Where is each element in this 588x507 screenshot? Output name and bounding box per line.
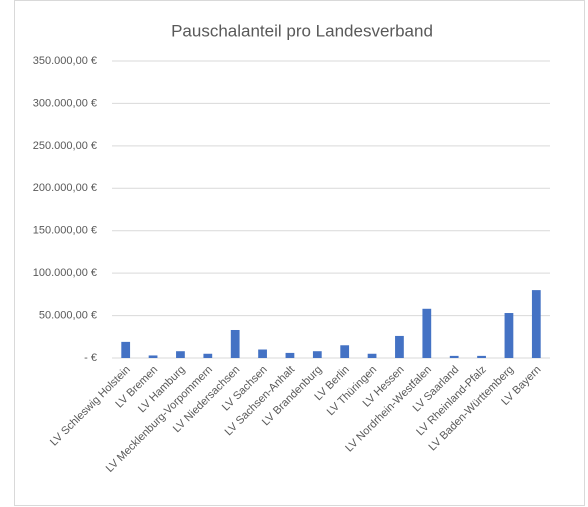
bar bbox=[449, 355, 459, 358]
y-tick-label: 350.000,00 € bbox=[33, 55, 97, 67]
y-tick-label: 150.000,00 € bbox=[33, 225, 97, 237]
bar bbox=[367, 353, 377, 358]
y-tick-label: 300.000,00 € bbox=[33, 97, 97, 109]
bar bbox=[395, 335, 404, 358]
y-tick-label: 250.000,00 € bbox=[33, 140, 97, 152]
bar bbox=[340, 345, 350, 358]
bar bbox=[230, 329, 240, 358]
bar bbox=[504, 313, 514, 358]
bar bbox=[422, 308, 432, 358]
y-tick-label: 200.000,00 € bbox=[33, 182, 97, 194]
y-tick-label: 50.000,00 € bbox=[39, 309, 97, 321]
chart-frame bbox=[14, 0, 585, 506]
bar bbox=[203, 353, 213, 358]
bar bbox=[531, 290, 541, 358]
bar bbox=[312, 351, 322, 358]
y-tick-label: 100.000,00 € bbox=[33, 267, 97, 279]
bar bbox=[121, 341, 131, 358]
bar bbox=[148, 355, 158, 358]
bar bbox=[258, 349, 267, 358]
chart-title: Pauschalanteil pro Landesverband bbox=[171, 21, 433, 40]
bar bbox=[176, 351, 185, 358]
bar bbox=[477, 355, 486, 358]
bar bbox=[285, 352, 295, 358]
y-tick-label: - € bbox=[84, 352, 97, 364]
